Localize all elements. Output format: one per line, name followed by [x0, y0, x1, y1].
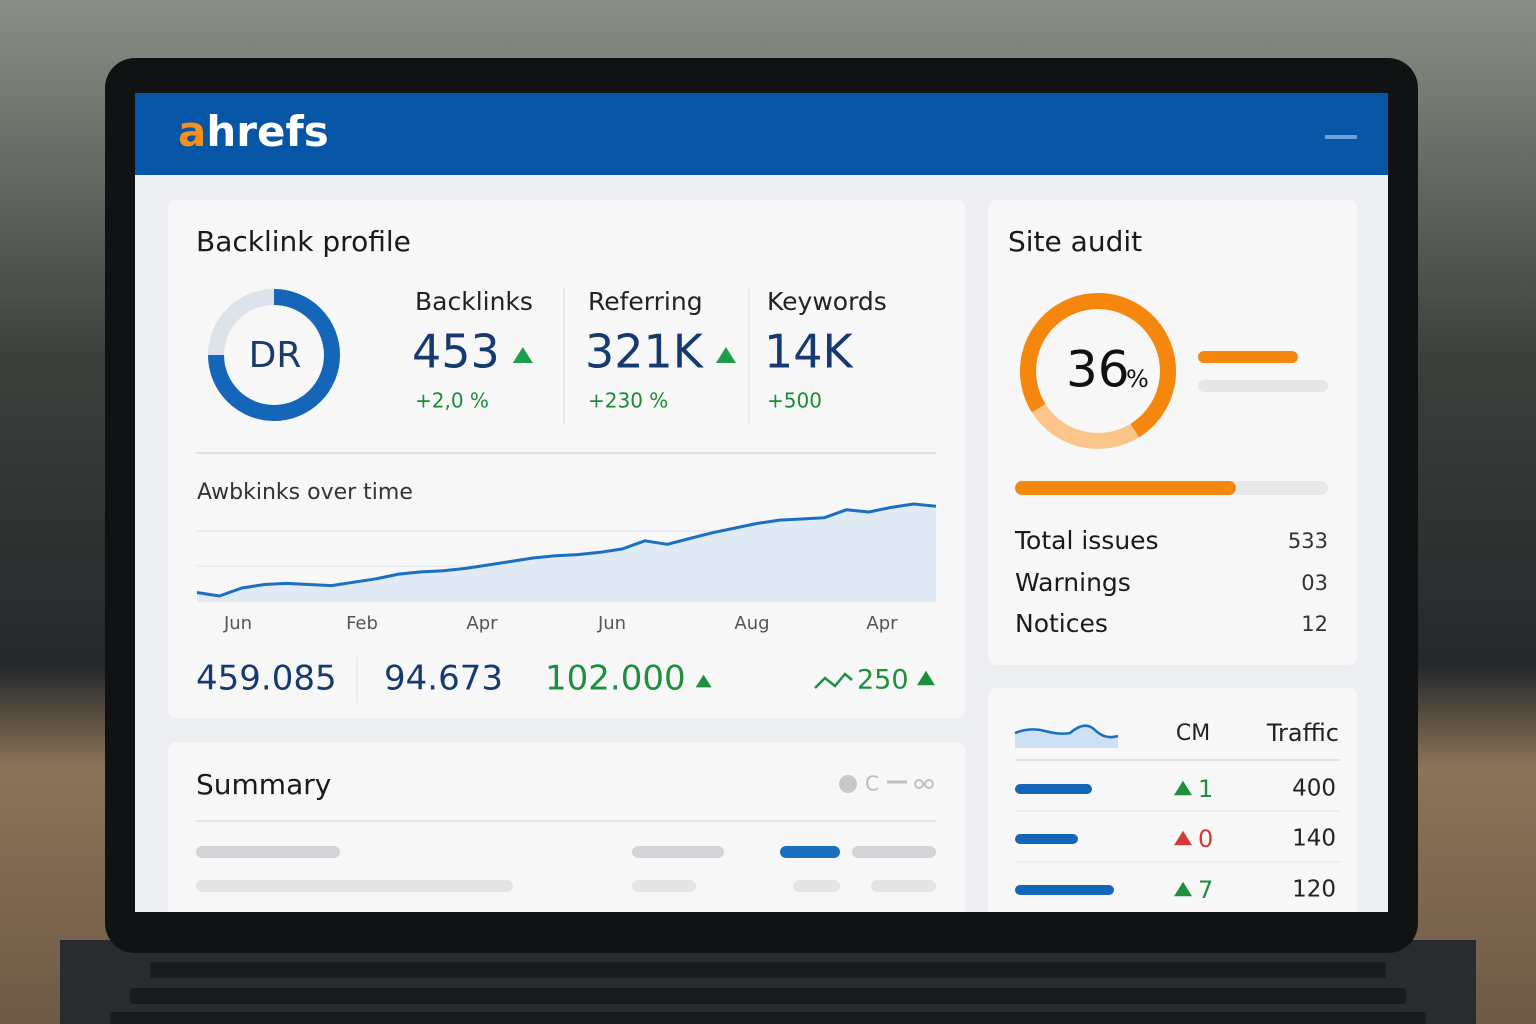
x-tick-label: Apr	[466, 613, 498, 634]
x-tick-label: Apr	[866, 613, 898, 634]
row-value: 12	[1301, 612, 1328, 636]
screen: ahrefs Backlink profile DR Backlinks 453 +…	[135, 93, 1388, 912]
skeleton	[196, 846, 936, 892]
progress	[1015, 481, 1236, 495]
metric-value: 14K	[764, 325, 855, 379]
total-value: 94.673	[384, 659, 503, 699]
bar	[1198, 380, 1328, 392]
row-label: Total issues	[1014, 526, 1159, 555]
icon[interactable]	[914, 779, 924, 789]
row-label: Notices	[1015, 609, 1108, 638]
total-value: 102.000	[545, 659, 686, 699]
card-title: Summary	[196, 768, 331, 801]
icon[interactable]	[924, 779, 934, 789]
up-arrow	[715, 347, 736, 363]
traffic-value: 400	[1292, 776, 1336, 802]
change: 0	[1198, 825, 1213, 853]
header	[135, 93, 1388, 175]
bar	[1015, 784, 1092, 794]
x-tick-label: Aug	[734, 613, 769, 634]
chart-title: Awbkinks over time	[197, 480, 413, 505]
up-arrow	[917, 670, 935, 686]
audit-score: 36	[1066, 341, 1130, 399]
logo[interactable]: ahrefs	[178, 107, 329, 156]
dr-badge: DR	[249, 335, 302, 376]
card-title: Site audit	[1008, 225, 1142, 258]
traffic-value: 140	[1292, 826, 1336, 852]
bar	[1015, 834, 1078, 844]
metric-value: 321K	[585, 325, 705, 379]
line	[196, 502, 937, 598]
column-header: CM	[1176, 721, 1210, 746]
row-value: 03	[1301, 571, 1328, 595]
trend-icon	[814, 672, 853, 689]
icon[interactable]	[839, 775, 857, 793]
metric-change: +2,0 %	[415, 389, 489, 413]
total-value: 459.085	[196, 659, 337, 699]
traffic-value: 120	[1292, 877, 1336, 903]
backlink-card	[168, 200, 965, 718]
audit-unit: %	[1126, 365, 1149, 393]
summary-card	[168, 742, 965, 912]
audit-card	[988, 200, 1357, 665]
audit-ring	[1020, 293, 1176, 449]
total-value: 250	[857, 665, 909, 696]
up-arrow	[695, 674, 712, 688]
metric-change: +230 %	[588, 389, 668, 413]
row-label: Warnings	[1015, 568, 1131, 597]
metric-label: Backlinks	[415, 287, 533, 316]
trend-arrow	[1174, 780, 1192, 796]
x-tick-label: Feb	[346, 613, 378, 634]
bar	[1015, 885, 1114, 895]
dr-ring	[208, 289, 340, 421]
card-title: Backlink profile	[196, 225, 411, 258]
keyboard	[60, 940, 1476, 1024]
metric-value: 453	[412, 325, 500, 379]
keys	[110, 962, 1426, 1024]
metric-label: Referring	[588, 287, 703, 316]
trend-arrow	[1174, 830, 1192, 846]
trend-arrow	[1174, 881, 1192, 897]
metric-label: Keywords	[767, 287, 887, 316]
area	[197, 504, 936, 600]
up-arrow	[512, 347, 533, 363]
x-tick-label: Jun	[223, 613, 252, 634]
wave-line	[1014, 724, 1119, 739]
change: 7	[1198, 876, 1213, 904]
row-value: 533	[1288, 529, 1328, 553]
change: 1	[1198, 775, 1213, 803]
icon[interactable]: C	[865, 772, 879, 796]
column-header: Traffic	[1266, 719, 1339, 747]
bar	[1198, 351, 1298, 363]
metric-change: +500	[767, 389, 822, 413]
x-tick-label: Jun	[597, 613, 626, 634]
